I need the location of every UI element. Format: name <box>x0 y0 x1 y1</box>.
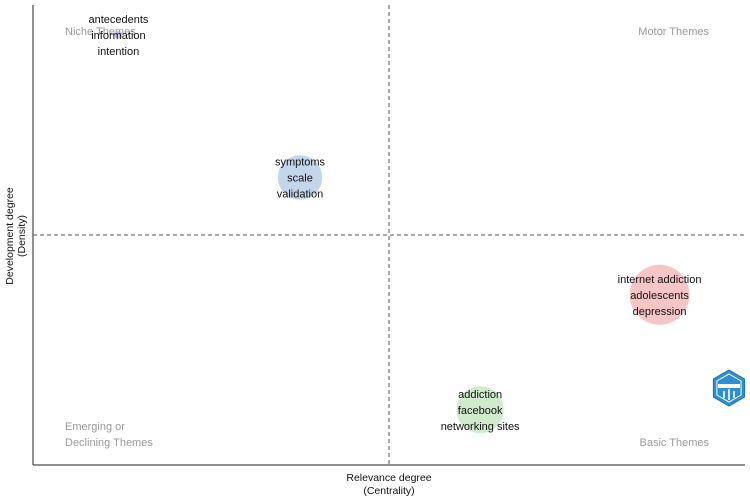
x-axis-title: Relevance degree <box>346 472 431 484</box>
cluster-3: internet addiction adolescents depression <box>618 264 702 325</box>
cluster-2: symptoms scale validation <box>275 155 326 201</box>
cluster-label: information <box>91 30 145 42</box>
cluster-label: internet addiction <box>618 274 702 286</box>
quadrant-label-emerging-2: Declining Themes <box>65 437 153 449</box>
y-axis-subtitle: (Density) <box>16 215 28 257</box>
cluster-1: antecedents information intention <box>88 14 148 58</box>
bibliometrix-logo-icon <box>712 369 746 407</box>
cluster-label: antecedents <box>88 14 148 26</box>
cluster-bubble <box>456 386 504 434</box>
cluster-bubble <box>277 155 323 200</box>
cluster-bubble <box>629 264 690 325</box>
y-axis-title: Development degree <box>4 187 16 285</box>
cluster-label: depression <box>633 306 687 318</box>
cluster-label: adolescents <box>630 290 689 302</box>
cluster-label: validation <box>277 189 323 201</box>
quadrant-label-motor: Motor Themes <box>638 26 709 38</box>
cluster-bubble <box>114 30 123 39</box>
cluster-label: intention <box>98 46 140 58</box>
cluster-label: networking sites <box>441 421 520 433</box>
quadrant-label-emerging-1: Emerging or <box>65 421 125 433</box>
cluster-label: scale <box>287 173 313 185</box>
cluster-layer: antecedentsinformationintentionsymptomss… <box>88 14 702 434</box>
cluster-label: addiction <box>458 389 502 401</box>
x-axis-subtitle: (Centrality) <box>363 485 414 497</box>
cluster-label: facebook <box>458 405 503 417</box>
cluster-label: symptoms <box>275 157 326 169</box>
cluster-4: addiction facebook networking sites <box>441 386 520 434</box>
quadrant-label-basic: Basic Themes <box>640 437 710 449</box>
